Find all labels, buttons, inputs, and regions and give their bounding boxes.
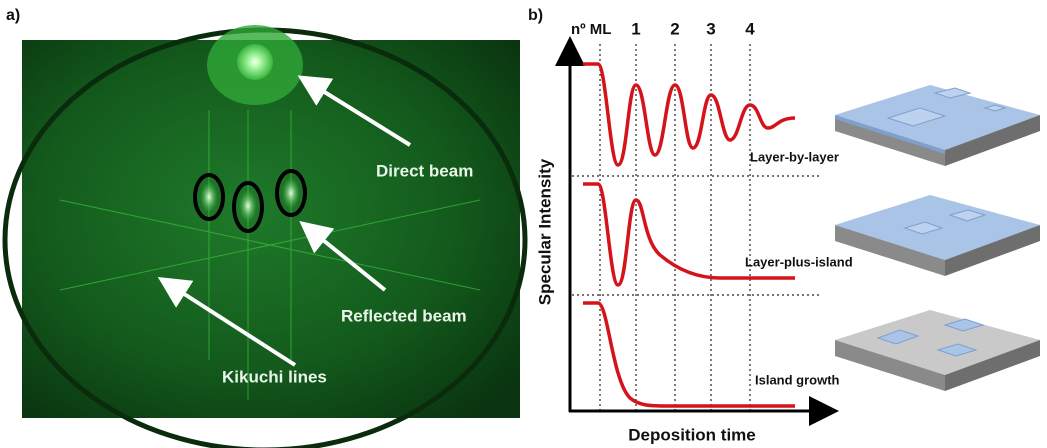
growth-mode-label: Layer-plus-island xyxy=(745,254,853,269)
layer-plus-island-slab xyxy=(835,195,1040,276)
x-axis-label: Deposition time xyxy=(628,425,756,444)
monolayer-tick: 3 xyxy=(706,19,715,38)
monolayer-label: nº ML xyxy=(571,21,611,38)
growth-mode-label: Island growth xyxy=(755,372,840,387)
growth-mode-label: Layer-by-layer xyxy=(750,149,839,164)
intensity-curves xyxy=(583,64,795,406)
annotation: Kikuchi lines xyxy=(222,367,327,386)
island-growth-slab xyxy=(835,310,1040,391)
annotation: Reflected beam xyxy=(341,306,467,325)
monolayer-tick: 2 xyxy=(670,19,679,38)
y-axis-label: Specular Intensity xyxy=(535,158,554,305)
annotation: Direct beam xyxy=(376,161,473,180)
monolayer-tick: 1 xyxy=(631,19,640,38)
layer-by-layer-slab xyxy=(835,85,1040,166)
figure: a) Direct beam Reflected beam Kikuchi li… xyxy=(0,0,1047,448)
monolayer-tick: 4 xyxy=(745,19,755,38)
panel-label: a) xyxy=(6,7,20,24)
panel-label: b) xyxy=(528,7,543,24)
